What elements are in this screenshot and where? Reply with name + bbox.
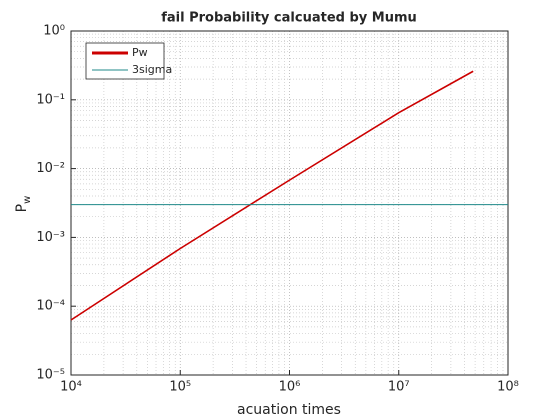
y-tick-label: 10⁻¹ [36,92,65,107]
line [70,70,474,321]
legend-label: 3sigma [132,63,172,76]
x-axis-label: acuation times [237,402,341,418]
legend-box [85,42,165,80]
x-tick-label: 10⁵ [169,380,191,395]
legend-label: Pw [132,46,148,59]
y-axis-label-sub: w [22,196,33,204]
y-tick-label: 10⁻⁵ [36,368,65,383]
y-axis-label-main: P [14,204,30,212]
y-tick-label: 10⁻² [36,161,65,176]
x-tick-label: 10⁷ [388,380,410,395]
x-tick-label: 10⁶ [279,380,301,395]
x-tick-label: 10⁴ [60,380,82,395]
x-tick-label: 10⁸ [497,380,519,395]
y-tick-label: 10⁰ [43,24,65,39]
axes-box [70,30,509,376]
y-tick-label: 10⁻³ [36,230,65,245]
chart-title: fail Probability calcuated by Mumu [161,11,417,26]
y-tick-label: 10⁻⁴ [36,299,65,314]
y-axis-label: Pw [14,196,33,213]
